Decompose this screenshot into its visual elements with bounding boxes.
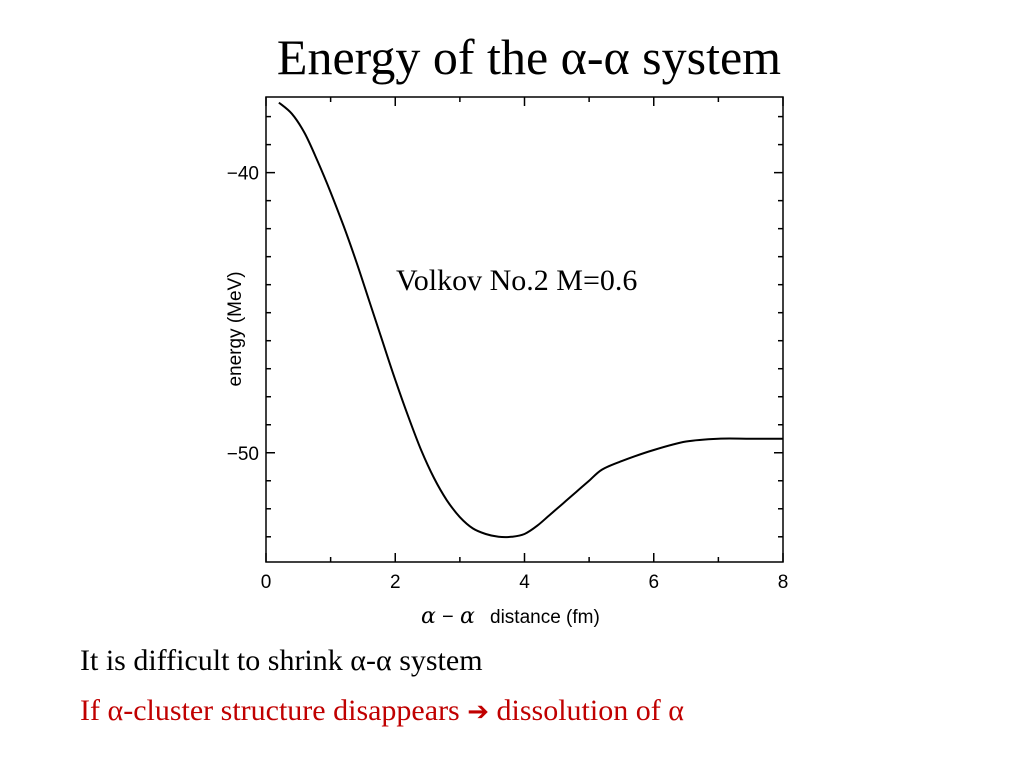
y-axis-label: energy (MeV)	[225, 271, 246, 386]
annotation-label: Volkov No.2 M=0.6	[396, 264, 637, 297]
x-tick-label: 8	[778, 572, 789, 593]
x-tick-label: 6	[648, 572, 659, 593]
caption-line-1: It is difficult to shrink α-α system	[80, 644, 483, 677]
energy-curve	[278, 101, 783, 539]
right-arrow-icon: ➔	[467, 697, 490, 727]
plot-frame	[265, 96, 784, 563]
y-axis-ticks: −40 −50	[227, 115, 783, 538]
x-label-alpha-a: α	[421, 604, 436, 629]
x-axis-label: α − α distance (fm)	[421, 604, 600, 629]
caption-line-2-end: dissolution of α	[496, 694, 684, 727]
x-tick-label: 4	[519, 572, 530, 593]
x-label-dash: −	[442, 606, 454, 628]
energy-distance-chart: 0 2 4 6 8 −40 −50 Volkov No.2 M=0.6 energy (M…	[225, 96, 789, 629]
x-tick-label: 2	[390, 572, 401, 593]
x-axis-ticks: 0 2 4 6 8	[261, 97, 789, 593]
x-tick-label: 0	[261, 572, 272, 593]
slide-title: Energy of the α-α system	[276, 29, 782, 85]
y-tick-label: −50	[227, 444, 259, 465]
x-label-text: distance (fm)	[490, 607, 600, 628]
y-tick-label: −40	[227, 164, 259, 185]
caption-line-2-start: If α-cluster structure disappears	[80, 694, 460, 727]
caption-line-2: If α-cluster structure disappears ➔ diss…	[80, 694, 684, 728]
x-label-alpha-b: α	[460, 604, 475, 629]
